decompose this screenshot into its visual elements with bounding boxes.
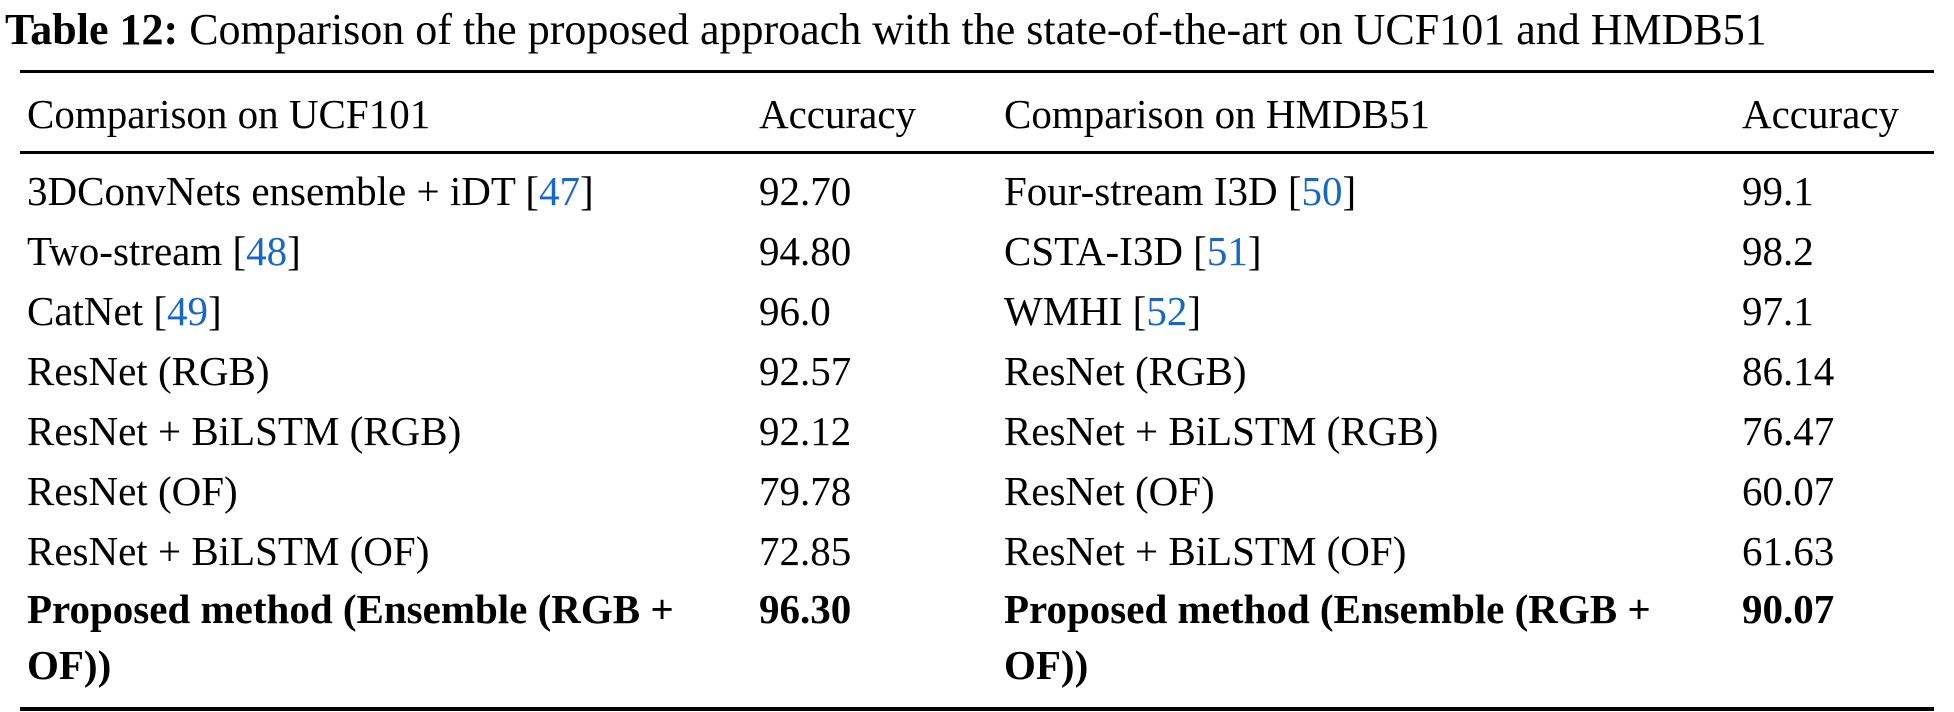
accuracy-cell-hmdb: 86.14: [1742, 348, 1835, 394]
accuracy-cell-hmdb: 76.47: [1742, 408, 1835, 454]
method-label: CSTA-I3D [: [1004, 228, 1207, 274]
method-label: CatNet [: [27, 288, 168, 334]
table-caption-text: Comparison of the proposed approach with…: [178, 5, 1767, 54]
method-cell-hmdb: ResNet + BiLSTM (RGB): [997, 401, 1742, 461]
method-label: ResNet (OF): [1004, 468, 1215, 514]
method-label: WMHI [: [1004, 288, 1147, 334]
method-label: ResNet + BiLSTM (RGB): [27, 408, 462, 454]
table-row-proposed: Proposed method (Ensemble (RGB + OF)) 96…: [20, 581, 1934, 709]
accuracy-cell-hmdb: 90.07: [1742, 586, 1835, 632]
method-label: ResNet (RGB): [1004, 348, 1247, 394]
table-row: ResNet + BiLSTM (RGB) 92.12 ResNet + BiL…: [20, 401, 1934, 461]
citation-link[interactable]: 51: [1206, 228, 1248, 274]
method-label: Two-stream [: [27, 228, 247, 274]
method-cell-ucf: ResNet (OF): [20, 461, 759, 521]
table-row: 3DConvNets ensemble + iDT [47] 92.70 Fou…: [20, 153, 1934, 222]
method-cell-ucf: 3DConvNets ensemble + iDT [47]: [20, 153, 759, 222]
method-cell-ucf: ResNet + BiLSTM (RGB): [20, 401, 759, 461]
method-cell-hmdb: ResNet (OF): [997, 461, 1742, 521]
method-label: Proposed method (Ensemble (RGB + OF)): [1004, 586, 1651, 688]
method-label: 3DConvNets ensemble + iDT [: [27, 168, 540, 214]
comparison-table: Comparison on UCF101 Accuracy Comparison…: [20, 70, 1934, 711]
table-row: Two-stream [48] 94.80 CSTA-I3D [51] 98.2: [20, 221, 1934, 281]
col-header-ucf101: Comparison on UCF101: [20, 71, 759, 154]
citation-link[interactable]: 48: [246, 228, 288, 274]
method-cell-hmdb: CSTA-I3D [51]: [997, 221, 1742, 281]
citation-bracket: ]: [580, 168, 594, 214]
citation-bracket: ]: [1247, 228, 1262, 274]
accuracy-cell-ucf: 92.70: [759, 168, 852, 214]
citation-link[interactable]: 49: [167, 288, 209, 334]
accuracy-cell-ucf: 96.30: [759, 586, 852, 632]
table-row: ResNet + BiLSTM (OF) 72.85 ResNet + BiLS…: [20, 521, 1934, 581]
method-label: Proposed method (Ensemble (RGB + OF)): [27, 586, 674, 688]
method-cell-hmdb: ResNet + BiLSTM (OF): [997, 521, 1742, 581]
accuracy-cell-hmdb: 98.2: [1742, 228, 1814, 274]
citation-link[interactable]: 52: [1146, 288, 1188, 334]
accuracy-cell-ucf: 92.57: [759, 348, 852, 394]
method-cell-hmdb: WMHI [52]: [997, 281, 1742, 341]
table-row: ResNet (RGB) 92.57 ResNet (RGB) 86.14: [20, 341, 1934, 401]
accuracy-cell-ucf: 72.85: [759, 528, 852, 574]
method-label: ResNet (OF): [27, 468, 238, 514]
citation-link[interactable]: 50: [1301, 168, 1343, 214]
accuracy-cell-ucf: 92.12: [759, 408, 852, 454]
method-label: Four-stream I3D [: [1004, 168, 1302, 214]
method-cell-hmdb: ResNet (RGB): [997, 341, 1742, 401]
accuracy-cell-hmdb: 61.63: [1742, 528, 1835, 574]
citation-bracket: ]: [287, 228, 301, 274]
table-row: CatNet [49] 96.0 WMHI [52] 97.1: [20, 281, 1934, 341]
method-cell-ucf: Proposed method (Ensemble (RGB + OF)): [20, 581, 759, 709]
method-label: ResNet (RGB): [27, 348, 270, 394]
method-cell-hmdb: Proposed method (Ensemble (RGB + OF)): [997, 581, 1742, 709]
method-cell-hmdb: Four-stream I3D [50]: [997, 153, 1742, 222]
method-label: ResNet + BiLSTM (OF): [1004, 528, 1407, 574]
accuracy-cell-hmdb: 60.07: [1742, 468, 1835, 514]
citation-bracket: ]: [1342, 168, 1357, 214]
citation-bracket: ]: [208, 288, 222, 334]
table-row: ResNet (OF) 79.78 ResNet (OF) 60.07: [20, 461, 1934, 521]
col-header-hmdb51: Comparison on HMDB51: [997, 71, 1742, 154]
method-cell-ucf: ResNet + BiLSTM (OF): [20, 521, 759, 581]
citation-link[interactable]: 47: [539, 168, 581, 214]
header-row: Comparison on UCF101 Accuracy Comparison…: [20, 71, 1934, 154]
method-cell-ucf: CatNet [49]: [20, 281, 759, 341]
col-header-accuracy-right: Accuracy: [1742, 71, 1934, 154]
accuracy-cell-hmdb: 99.1: [1742, 168, 1814, 214]
method-cell-ucf: ResNet (RGB): [20, 341, 759, 401]
accuracy-cell-ucf: 79.78: [759, 468, 852, 514]
accuracy-cell-ucf: 96.0: [759, 288, 831, 334]
method-cell-ucf: Two-stream [48]: [20, 221, 759, 281]
table-caption: Table 12: Comparison of the proposed app…: [0, 0, 1954, 58]
method-label: ResNet + BiLSTM (OF): [27, 528, 430, 574]
method-label: ResNet + BiLSTM (RGB): [1004, 408, 1439, 454]
accuracy-cell-hmdb: 97.1: [1742, 288, 1814, 334]
citation-bracket: ]: [1187, 288, 1201, 334]
accuracy-cell-ucf: 94.80: [759, 228, 852, 274]
table-caption-label: Table 12:: [5, 5, 179, 54]
col-header-accuracy-left: Accuracy: [759, 71, 997, 154]
